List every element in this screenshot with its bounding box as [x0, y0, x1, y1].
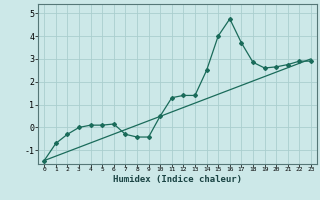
X-axis label: Humidex (Indice chaleur): Humidex (Indice chaleur): [113, 175, 242, 184]
